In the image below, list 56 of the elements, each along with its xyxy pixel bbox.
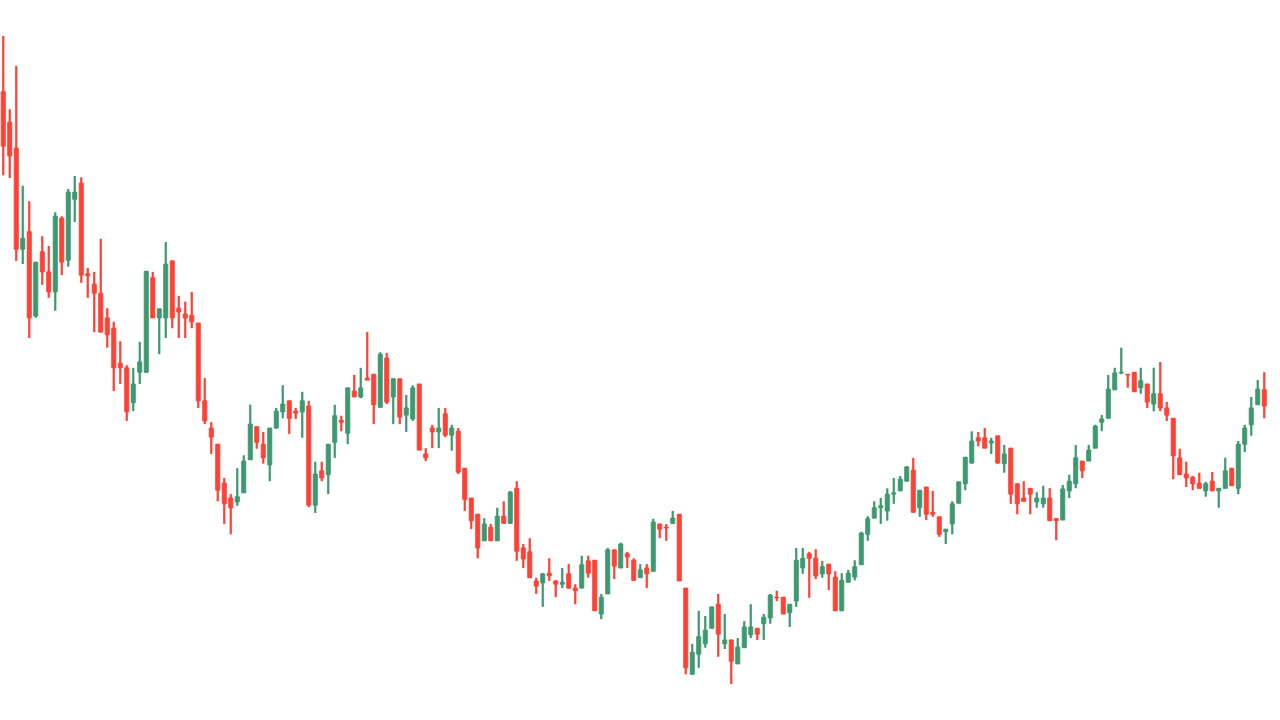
candlestick <box>1177 447 1183 476</box>
candlestick <box>1151 366 1157 413</box>
candlestick <box>1248 395 1254 437</box>
candlestick <box>1001 443 1007 474</box>
candlestick <box>572 583 578 606</box>
candlestick <box>761 612 767 642</box>
candlestick <box>611 548 617 581</box>
candlestick <box>702 614 708 649</box>
candlestick <box>1138 366 1144 395</box>
candlestick <box>319 460 325 483</box>
candlestick <box>722 612 728 651</box>
candlestick <box>208 421 214 456</box>
candlestick <box>1222 456 1228 490</box>
candlestick <box>618 541 624 570</box>
candlestick <box>936 515 942 539</box>
candlestick <box>598 592 604 621</box>
candlestick <box>260 430 266 465</box>
candlestick <box>1027 487 1033 516</box>
candlestick <box>631 557 637 583</box>
candlestick <box>436 406 442 450</box>
candlestick <box>390 377 396 426</box>
candlestick <box>130 366 136 413</box>
candlestick <box>559 566 565 590</box>
candlestick <box>1053 517 1059 542</box>
candlestick <box>1209 470 1215 493</box>
candlestick <box>728 638 734 684</box>
candlestick <box>449 423 455 452</box>
candlestick <box>20 184 26 266</box>
candlestick <box>787 603 793 629</box>
candlestick <box>1047 487 1053 522</box>
candlestick <box>644 563 650 590</box>
candlestick <box>501 500 507 526</box>
candlestick <box>1131 371 1137 393</box>
candlestick <box>566 563 572 590</box>
candlestick <box>826 563 832 592</box>
candlestick <box>709 605 715 631</box>
candlestick <box>351 373 357 399</box>
candlestick <box>1144 382 1150 410</box>
candlestick <box>917 489 923 518</box>
candlestick <box>442 406 448 439</box>
candlestick <box>579 554 585 590</box>
candlestick <box>735 636 741 666</box>
candlestick <box>1216 487 1222 509</box>
candlestick <box>540 572 546 608</box>
candlestick <box>481 517 487 542</box>
candlestick <box>1040 484 1046 509</box>
candlestick <box>1261 371 1267 420</box>
candlestick <box>429 423 435 450</box>
candlestick <box>137 340 143 386</box>
candlestick <box>254 424 260 450</box>
candlestick <box>1255 378 1261 406</box>
candlestick <box>234 467 240 507</box>
candlestick <box>767 592 773 625</box>
candlestick <box>1118 346 1124 376</box>
candlestick <box>299 390 305 439</box>
candlestick <box>358 366 364 400</box>
